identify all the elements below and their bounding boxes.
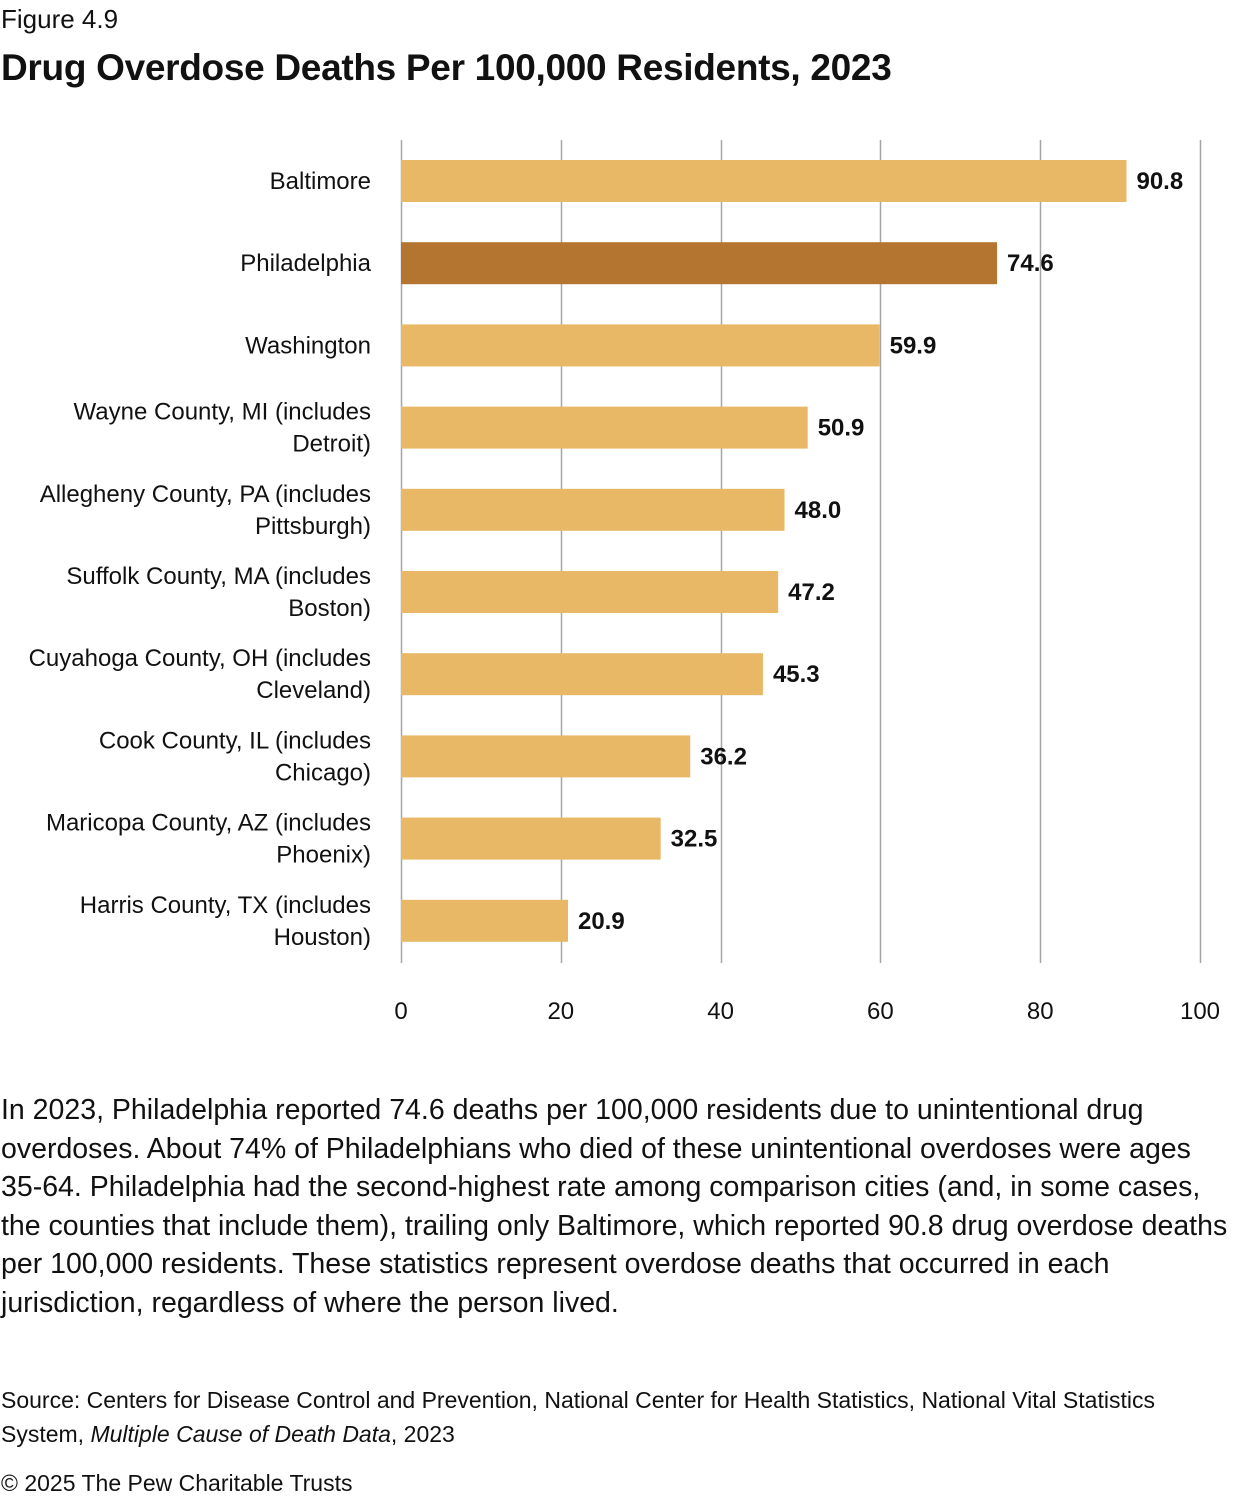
bar-value-label: 48.0 bbox=[795, 497, 842, 524]
bar-value-label: 45.3 bbox=[773, 661, 820, 688]
bar-value-label: 20.9 bbox=[578, 908, 625, 935]
x-tick-label: 0 bbox=[394, 998, 407, 1025]
category-label-line: Cuyahoga County, OH (includes bbox=[29, 645, 371, 672]
category-label: Maricopa County, AZ (includes Phoenix) bbox=[46, 810, 371, 869]
bar-value-label: 47.2 bbox=[788, 579, 835, 606]
bars bbox=[401, 160, 1127, 942]
bar bbox=[401, 324, 880, 367]
category-label: Cuyahoga County, OH (includes Cleveland) bbox=[29, 645, 371, 704]
source-dataset-title: Multiple Cause of Death Data bbox=[90, 1421, 391, 1447]
chart-title: Drug Overdose Deaths Per 100,000 Residen… bbox=[1, 47, 892, 88]
category-label: Wayne County, MI (includes Detroit) bbox=[74, 399, 371, 458]
x-tick-label: 80 bbox=[1027, 998, 1054, 1025]
x-tick-label: 60 bbox=[867, 998, 894, 1025]
source-year: , 2023 bbox=[390, 1421, 455, 1447]
bar bbox=[401, 242, 998, 285]
category-label: Baltimore bbox=[270, 168, 371, 195]
x-tick-label: 40 bbox=[707, 998, 734, 1025]
category-label-line: Wayne County, MI (includes bbox=[74, 399, 371, 426]
category-label: Cook County, IL (includes Chicago) bbox=[99, 727, 371, 786]
category-label-line: Detroit) bbox=[292, 431, 371, 458]
category-label: Suffolk County, MA (includes Boston) bbox=[66, 563, 371, 622]
value-labels: 90.8 74.6 59.9 50.9 48.0 47.2 45.3 36.2 32.5 20.9 bbox=[578, 168, 1183, 935]
category-label-line: Maricopa County, AZ (includes bbox=[46, 810, 371, 837]
category-label-line: Phoenix) bbox=[276, 842, 371, 869]
bar bbox=[401, 160, 1127, 202]
bar-chart: Baltimore Philadelphia Washington Wayne Cou… bbox=[29, 140, 1220, 1025]
category-label: Allegheny County, PA (includes Pittsburgh… bbox=[40, 481, 371, 540]
category-label-line: Houston) bbox=[274, 924, 371, 951]
bar-value-label: 59.9 bbox=[890, 332, 937, 359]
x-axis-tick-labels: 0 20 40 60 80 100 bbox=[394, 998, 1220, 1025]
bar bbox=[401, 488, 785, 531]
category-label: Harris County, TX (includes Houston) bbox=[80, 892, 371, 951]
category-label: Washington bbox=[245, 332, 371, 359]
category-label: Philadelphia bbox=[240, 250, 371, 277]
bar bbox=[401, 817, 661, 860]
source-note: Source: Centers for Disease Control and … bbox=[1, 1383, 1231, 1451]
bar bbox=[401, 571, 779, 613]
bar-value-label: 36.2 bbox=[700, 743, 747, 770]
bar-value-label: 74.6 bbox=[1007, 250, 1054, 277]
category-label-line: Allegheny County, PA (includes bbox=[40, 481, 371, 508]
category-labels: Baltimore Philadelphia Washington Wayne Cou… bbox=[29, 168, 372, 951]
x-tick-label: 20 bbox=[547, 998, 574, 1025]
bar-value-label: 90.8 bbox=[1136, 168, 1183, 195]
copyright: © 2025 The Pew Charitable Trusts bbox=[1, 1470, 353, 1496]
category-label-line: Harris County, TX (includes bbox=[80, 892, 371, 919]
x-tick-label: 100 bbox=[1180, 998, 1220, 1025]
category-label-line: Cook County, IL (includes bbox=[99, 727, 371, 754]
description-paragraph: In 2023, Philadelphia reported 74.6 deat… bbox=[1, 1094, 1228, 1319]
category-label-line: Boston) bbox=[288, 595, 371, 622]
bar bbox=[401, 735, 691, 778]
category-label-line: Pittsburgh) bbox=[255, 513, 371, 540]
bar bbox=[401, 653, 763, 696]
source-text: Source: Centers for Disease Control and … bbox=[1, 1387, 1155, 1447]
category-label-line: Cleveland) bbox=[256, 677, 371, 704]
bar-value-label: 50.9 bbox=[818, 415, 865, 442]
bar bbox=[401, 899, 568, 942]
bar bbox=[401, 406, 808, 449]
category-label-line: Suffolk County, MA (includes bbox=[66, 563, 371, 590]
figure-label: Figure 4.9 bbox=[1, 4, 119, 34]
category-label-line: Chicago) bbox=[275, 759, 371, 786]
bar-value-label: 32.5 bbox=[671, 826, 718, 853]
